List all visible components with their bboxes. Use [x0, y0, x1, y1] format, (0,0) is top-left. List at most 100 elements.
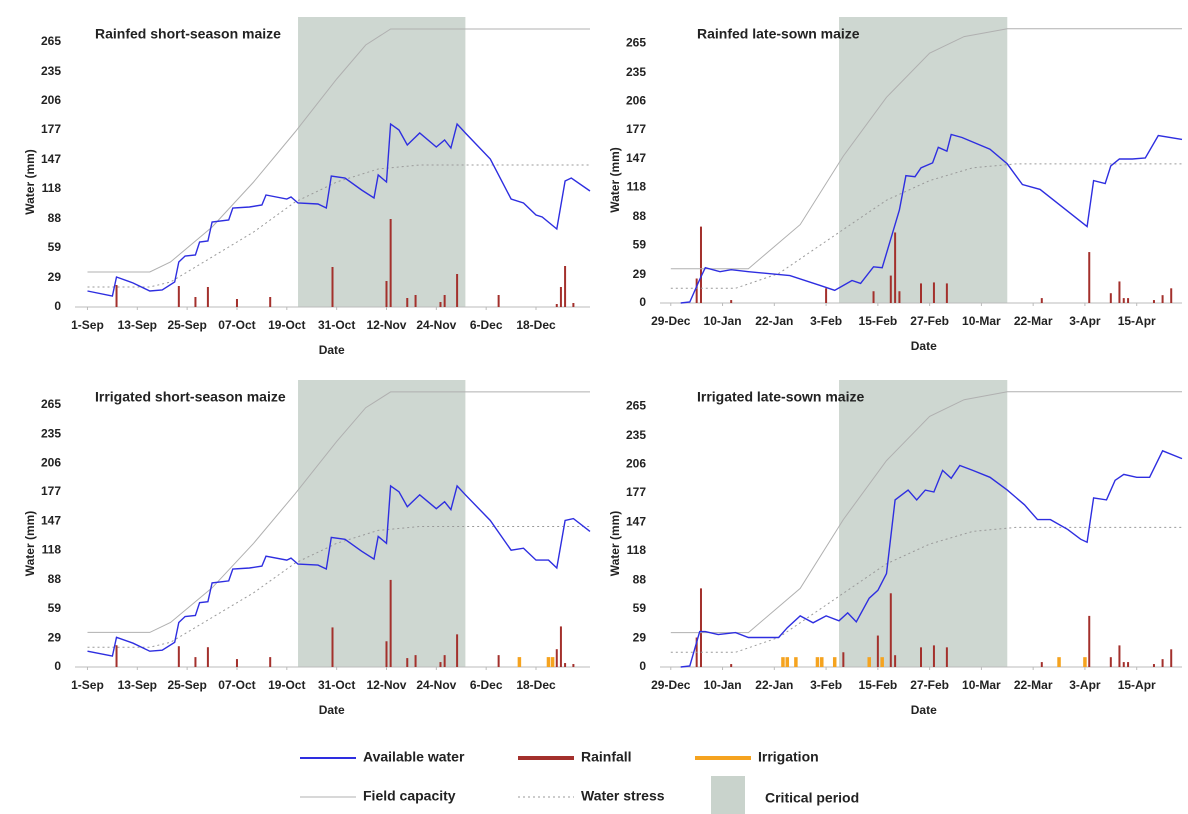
x-tick-label: 13-Sep: [118, 678, 157, 692]
y-tick-label: 147: [626, 515, 646, 529]
legend-label: Critical period: [765, 790, 859, 806]
bar: [564, 266, 567, 307]
y-tick-label: 206: [626, 93, 646, 107]
bar: [695, 278, 698, 303]
legend-label: Rainfall: [581, 749, 632, 765]
y-tick-label: 59: [633, 601, 647, 615]
y-tick-label: 265: [626, 399, 646, 413]
x-tick-label: 24-Nov: [416, 678, 456, 692]
y-tick-label: 206: [41, 93, 61, 107]
bar: [898, 291, 901, 303]
y-tick-label: 118: [627, 180, 647, 194]
y-tick-label: 147: [626, 151, 646, 165]
y-tick-label: 235: [626, 428, 646, 442]
bar: [572, 664, 575, 667]
line: [670, 28, 1182, 270]
bar: [414, 295, 417, 307]
bar: [1040, 298, 1043, 303]
bar: [1152, 664, 1155, 667]
bar: [785, 657, 790, 667]
bar: [555, 304, 558, 307]
line: [670, 163, 1182, 289]
y-tick-label: 29: [633, 631, 647, 645]
chart-title: Rainfed short-season maize: [95, 26, 281, 42]
bar: [559, 626, 562, 667]
bar: [832, 657, 837, 667]
y-tick-label: 0: [54, 659, 61, 673]
x-axis-label: Date: [319, 703, 345, 717]
bar: [1170, 649, 1173, 667]
bar: [1083, 657, 1087, 667]
line: [87, 28, 590, 273]
x-axis-label: Date: [911, 703, 937, 717]
bar: [206, 647, 209, 667]
y-tick-label: 88: [633, 573, 647, 587]
bar: [876, 635, 879, 667]
bar: [1109, 293, 1112, 303]
legend-label: Irrigation: [758, 749, 819, 765]
legend-label: Available water: [363, 749, 465, 765]
y-tick-label: 59: [633, 237, 647, 251]
bar: [1152, 300, 1155, 303]
bar: [1040, 662, 1043, 667]
y-tick-label: 0: [639, 659, 646, 673]
x-tick-label: 15-Apr: [1118, 678, 1156, 692]
critical-period: [298, 380, 466, 667]
x-tick-label: 3-Apr: [1069, 314, 1101, 328]
bar: [781, 657, 785, 667]
bar: [546, 657, 551, 667]
bar: [517, 657, 522, 667]
bar: [235, 299, 238, 307]
y-tick-label: 265: [626, 36, 646, 50]
line: [87, 526, 590, 648]
bar: [564, 663, 567, 667]
x-tick-label: 22-Jan: [755, 314, 793, 328]
legend: Available water Rainfall Irrigation Field c…: [300, 749, 859, 814]
bar: [439, 302, 442, 307]
y-tick-label: 0: [639, 295, 646, 309]
bar: [889, 275, 892, 303]
y-tick-label: 177: [626, 122, 646, 136]
bar: [194, 657, 197, 667]
bar: [572, 303, 575, 307]
bar: [456, 634, 459, 667]
bar: [497, 655, 500, 667]
x-tick-label: 07-Oct: [218, 678, 255, 692]
legend-label: Field capacity: [363, 788, 456, 804]
y-tick-label: 118: [627, 543, 647, 557]
x-tick-label: 12-Nov: [366, 318, 406, 332]
x-tick-label: 31-Oct: [318, 318, 355, 332]
bar: [932, 282, 935, 303]
line: [680, 449, 1183, 668]
bar: [443, 655, 446, 667]
legend-symbol: [711, 776, 745, 814]
bar: [269, 297, 272, 307]
bar: [794, 657, 798, 667]
x-tick-label: 1-Sep: [71, 318, 104, 332]
bar: [331, 627, 334, 667]
line: [680, 133, 1183, 304]
y-tick-label: 235: [41, 427, 61, 441]
y-tick-label: 59: [48, 601, 62, 615]
x-tick-label: 3-Apr: [1069, 678, 1101, 692]
y-tick-label: 88: [48, 572, 62, 586]
x-tick-label: 10-Jan: [704, 314, 742, 328]
bar: [932, 645, 935, 667]
line: [670, 526, 1182, 653]
bar: [1122, 298, 1125, 303]
y-tick-label: 147: [41, 152, 61, 166]
bar: [497, 295, 500, 307]
critical-period: [298, 17, 466, 307]
x-tick-label: 29-Dec: [651, 314, 691, 328]
y-tick-label: 265: [41, 397, 61, 411]
bar: [555, 649, 558, 667]
bar: [699, 588, 702, 667]
bar: [177, 286, 180, 307]
line: [87, 484, 591, 657]
x-tick-label: 18-Dec: [516, 318, 556, 332]
y-axis-label: Water (mm): [23, 149, 37, 215]
bar: [894, 232, 897, 303]
x-tick-label: 10-Mar: [962, 678, 1001, 692]
x-tick-label: 15-Feb: [859, 678, 898, 692]
x-tick-label: 22-Jan: [755, 678, 793, 692]
